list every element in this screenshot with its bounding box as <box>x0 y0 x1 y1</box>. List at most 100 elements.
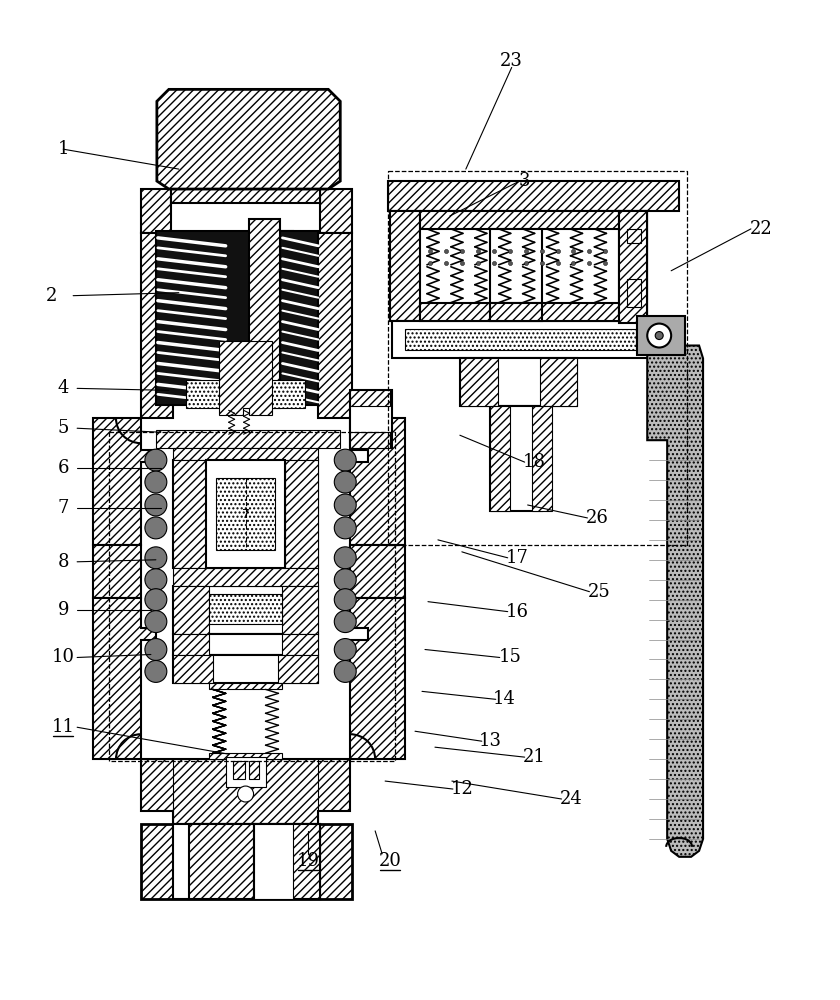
Text: 22: 22 <box>749 220 772 238</box>
Text: 26: 26 <box>586 509 609 527</box>
Polygon shape <box>619 211 648 321</box>
Polygon shape <box>350 418 405 545</box>
Circle shape <box>334 494 356 516</box>
Polygon shape <box>173 634 318 655</box>
Polygon shape <box>405 329 636 350</box>
Text: 12: 12 <box>450 780 473 798</box>
Text: 5: 5 <box>57 419 69 437</box>
Polygon shape <box>156 430 340 448</box>
Polygon shape <box>173 568 318 586</box>
Polygon shape <box>392 321 649 358</box>
Polygon shape <box>233 761 244 779</box>
Polygon shape <box>173 655 318 683</box>
Circle shape <box>145 611 167 633</box>
Polygon shape <box>459 358 577 406</box>
Circle shape <box>334 547 356 569</box>
Polygon shape <box>255 380 306 408</box>
Polygon shape <box>281 231 318 405</box>
Text: 14: 14 <box>492 690 515 708</box>
Polygon shape <box>189 824 254 899</box>
Polygon shape <box>173 824 320 899</box>
Polygon shape <box>318 233 352 418</box>
Text: 19: 19 <box>297 852 320 870</box>
Polygon shape <box>173 634 208 655</box>
Polygon shape <box>490 303 542 321</box>
Polygon shape <box>141 233 173 418</box>
Circle shape <box>655 332 664 340</box>
Circle shape <box>334 611 356 633</box>
Polygon shape <box>208 753 282 759</box>
Polygon shape <box>279 655 318 683</box>
Text: 2: 2 <box>45 287 57 305</box>
Polygon shape <box>648 346 703 857</box>
Text: 11: 11 <box>52 718 75 736</box>
Text: 3: 3 <box>519 172 530 190</box>
Text: 23: 23 <box>501 52 523 70</box>
Polygon shape <box>320 189 352 233</box>
Polygon shape <box>350 390 390 406</box>
Text: 13: 13 <box>478 732 501 750</box>
Circle shape <box>145 517 167 539</box>
Polygon shape <box>173 460 318 568</box>
Polygon shape <box>156 231 293 405</box>
Polygon shape <box>173 586 318 634</box>
Circle shape <box>238 786 254 802</box>
Text: 7: 7 <box>242 508 249 521</box>
Polygon shape <box>93 545 141 598</box>
Text: 10: 10 <box>52 648 75 666</box>
Polygon shape <box>208 594 282 624</box>
Circle shape <box>145 589 167 611</box>
Polygon shape <box>390 211 420 321</box>
Circle shape <box>648 324 671 348</box>
Polygon shape <box>350 390 392 448</box>
Text: 17: 17 <box>507 549 529 567</box>
Circle shape <box>145 639 167 660</box>
Polygon shape <box>206 460 286 568</box>
Text: 6: 6 <box>57 459 69 477</box>
Polygon shape <box>254 824 320 899</box>
Polygon shape <box>619 211 648 323</box>
Polygon shape <box>282 634 318 655</box>
Polygon shape <box>93 598 156 759</box>
Polygon shape <box>490 229 542 303</box>
Polygon shape <box>459 358 498 406</box>
Circle shape <box>145 449 167 471</box>
Polygon shape <box>249 219 281 408</box>
Polygon shape <box>420 211 619 229</box>
Polygon shape <box>490 406 510 511</box>
Text: 16: 16 <box>507 603 529 621</box>
Polygon shape <box>141 824 352 899</box>
Polygon shape <box>490 406 542 511</box>
Circle shape <box>334 639 356 660</box>
Polygon shape <box>286 460 318 568</box>
Polygon shape <box>390 211 648 321</box>
Polygon shape <box>254 824 293 899</box>
Polygon shape <box>173 460 206 568</box>
Text: 1: 1 <box>57 140 69 158</box>
Polygon shape <box>627 279 641 307</box>
Circle shape <box>334 569 356 591</box>
Polygon shape <box>249 761 259 779</box>
Polygon shape <box>208 683 282 689</box>
Text: 20: 20 <box>379 852 402 870</box>
Polygon shape <box>171 189 320 203</box>
Polygon shape <box>226 757 265 787</box>
Polygon shape <box>350 432 390 448</box>
Circle shape <box>145 494 167 516</box>
Text: 7: 7 <box>57 499 69 517</box>
Polygon shape <box>218 341 272 415</box>
Polygon shape <box>141 759 350 824</box>
Polygon shape <box>216 478 276 550</box>
Text: 25: 25 <box>588 583 611 601</box>
Circle shape <box>334 660 356 682</box>
Polygon shape <box>173 586 208 634</box>
Polygon shape <box>93 418 156 545</box>
Circle shape <box>145 471 167 493</box>
Polygon shape <box>350 598 405 759</box>
Circle shape <box>334 589 356 611</box>
Circle shape <box>145 660 167 682</box>
Text: 15: 15 <box>498 648 521 666</box>
Polygon shape <box>627 229 641 243</box>
Text: 24: 24 <box>560 790 583 808</box>
Polygon shape <box>173 448 318 460</box>
